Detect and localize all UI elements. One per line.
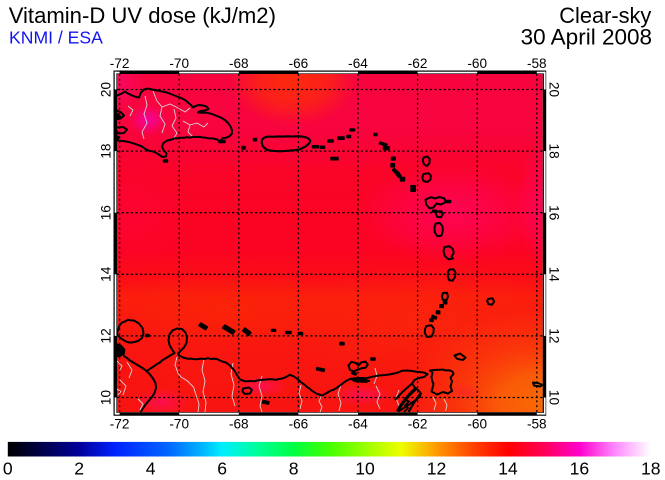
svg-text:0: 0 [3, 459, 13, 479]
svg-text:Clear-sky: Clear-sky [559, 3, 651, 28]
svg-text:-60: -60 [467, 417, 487, 432]
svg-text:-58: -58 [527, 56, 547, 71]
svg-text:-66: -66 [289, 56, 309, 71]
svg-text:KNMI / ESA: KNMI / ESA [9, 27, 103, 47]
svg-text:Vitamin-D UV dose (kJ/m2): Vitamin-D UV dose (kJ/m2) [9, 3, 276, 28]
svg-text:6: 6 [217, 459, 227, 479]
svg-text:14: 14 [99, 266, 114, 282]
svg-text:10: 10 [355, 459, 375, 479]
svg-text:14: 14 [498, 459, 518, 479]
svg-text:-72: -72 [110, 56, 130, 71]
svg-text:-70: -70 [169, 56, 189, 71]
svg-text:12: 12 [546, 328, 561, 343]
svg-text:12: 12 [99, 328, 114, 343]
svg-text:-64: -64 [348, 56, 368, 71]
svg-text:-72: -72 [110, 417, 130, 432]
svg-text:-68: -68 [229, 417, 249, 432]
svg-text:10: 10 [546, 390, 561, 406]
svg-text:-70: -70 [169, 417, 189, 432]
svg-text:-66: -66 [289, 417, 309, 432]
svg-text:20: 20 [99, 82, 114, 98]
svg-text:14: 14 [546, 267, 561, 283]
svg-text:-60: -60 [467, 56, 487, 71]
svg-text:-62: -62 [408, 417, 428, 432]
svg-text:10: 10 [99, 390, 114, 406]
svg-text:-62: -62 [408, 56, 428, 71]
svg-text:18: 18 [641, 459, 661, 479]
svg-text:8: 8 [289, 459, 299, 479]
svg-text:4: 4 [146, 459, 156, 479]
svg-text:20: 20 [546, 82, 561, 98]
svg-text:30 April 2008: 30 April 2008 [521, 24, 652, 49]
svg-text:12: 12 [427, 459, 447, 479]
svg-text:-64: -64 [348, 417, 368, 432]
svg-text:16: 16 [546, 205, 561, 220]
svg-text:18: 18 [546, 144, 561, 159]
svg-text:-68: -68 [229, 56, 249, 71]
svg-text:-58: -58 [527, 417, 547, 432]
svg-text:16: 16 [570, 459, 590, 479]
svg-text:18: 18 [99, 144, 114, 159]
svg-text:2: 2 [74, 459, 84, 479]
svg-text:16: 16 [99, 205, 114, 220]
